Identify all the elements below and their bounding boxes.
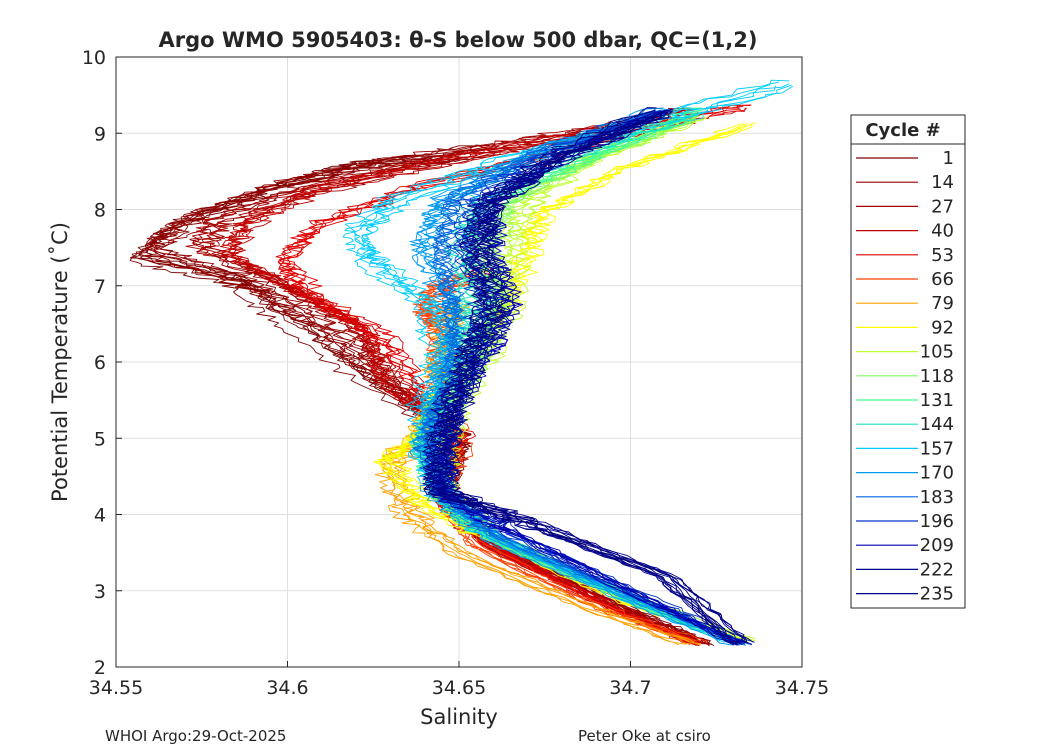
profile-line bbox=[410, 110, 738, 646]
legend-label: 235 bbox=[920, 584, 954, 605]
chart-title: Argo WMO 5905403: θ-S below 500 dbar, QC… bbox=[159, 28, 758, 52]
profile-line bbox=[445, 110, 747, 644]
legend-label: 131 bbox=[920, 390, 954, 411]
legend-title: Cycle # bbox=[865, 120, 940, 141]
profile-line bbox=[353, 83, 790, 640]
y-tick-label: 6 bbox=[94, 352, 106, 374]
profile-line bbox=[191, 124, 698, 646]
legend-label: 27 bbox=[931, 196, 954, 217]
y-axis: 2 3 4 5 6 7 8 9 10 bbox=[82, 47, 122, 679]
legend-label: 157 bbox=[920, 438, 954, 459]
y-tick-label: 2 bbox=[94, 657, 106, 679]
legend-label: 183 bbox=[920, 487, 954, 508]
profile-line bbox=[427, 109, 735, 644]
y-tick-label: 5 bbox=[94, 428, 106, 450]
y-tick-label: 4 bbox=[94, 505, 106, 527]
legend-label: 170 bbox=[920, 463, 954, 484]
profile-line bbox=[412, 111, 740, 646]
y-tick-label: 10 bbox=[82, 47, 106, 69]
x-axis-label: Salinity bbox=[420, 705, 498, 729]
legend-label: 196 bbox=[920, 511, 954, 532]
legend-box bbox=[850, 114, 966, 609]
profile-line bbox=[360, 85, 794, 642]
legend-label: 222 bbox=[920, 559, 954, 580]
legend: Cycle # 1 14 27 40 53 66 79 92 105 118 131 144 157 17… bbox=[850, 114, 966, 609]
profile-line bbox=[423, 107, 735, 642]
footer-source: WHOI Argo:29-Oct-2025 bbox=[105, 727, 286, 745]
profile-line bbox=[144, 145, 696, 644]
legend-label: 209 bbox=[920, 535, 954, 556]
x-tick-label: 34.65 bbox=[432, 677, 486, 699]
y-tick-label: 7 bbox=[94, 276, 106, 298]
x-tick-label: 34.7 bbox=[609, 677, 651, 699]
y-tick-label: 9 bbox=[94, 123, 106, 145]
x-tick-label: 34.6 bbox=[266, 677, 308, 699]
profile-line bbox=[438, 110, 753, 645]
legend-label: 1 bbox=[943, 148, 954, 169]
legend-label: 118 bbox=[920, 366, 954, 387]
legend-label: 53 bbox=[931, 245, 954, 266]
profile-line bbox=[139, 157, 715, 646]
series-235 bbox=[422, 107, 747, 646]
legend-label: 144 bbox=[920, 414, 954, 435]
x-axis: 34.55 34.6 34.65 34.7 34.75 bbox=[89, 661, 829, 699]
y-axis-label: Potential Temperature (˚C) bbox=[48, 222, 72, 502]
y-tick-label: 8 bbox=[94, 200, 106, 222]
legend-label: 105 bbox=[920, 342, 954, 363]
series-layer bbox=[129, 79, 794, 647]
footer-author: Peter Oke at csiro bbox=[578, 727, 711, 745]
legend-label: 66 bbox=[931, 269, 954, 290]
profile-line bbox=[422, 109, 730, 644]
legend-entries: 1 14 27 40 53 66 79 92 105 118 131 144 157 170 183 196 2… bbox=[856, 148, 954, 605]
legend-label: 40 bbox=[931, 221, 954, 242]
profile-line bbox=[409, 112, 734, 646]
x-tick-label: 34.55 bbox=[89, 677, 143, 699]
legend-label: 14 bbox=[931, 172, 954, 193]
profile-line bbox=[432, 110, 743, 646]
legend-label: 92 bbox=[931, 317, 954, 338]
y-tick-label: 3 bbox=[94, 581, 106, 603]
legend-label: 79 bbox=[931, 293, 954, 314]
x-tick-label: 34.75 bbox=[775, 677, 829, 699]
